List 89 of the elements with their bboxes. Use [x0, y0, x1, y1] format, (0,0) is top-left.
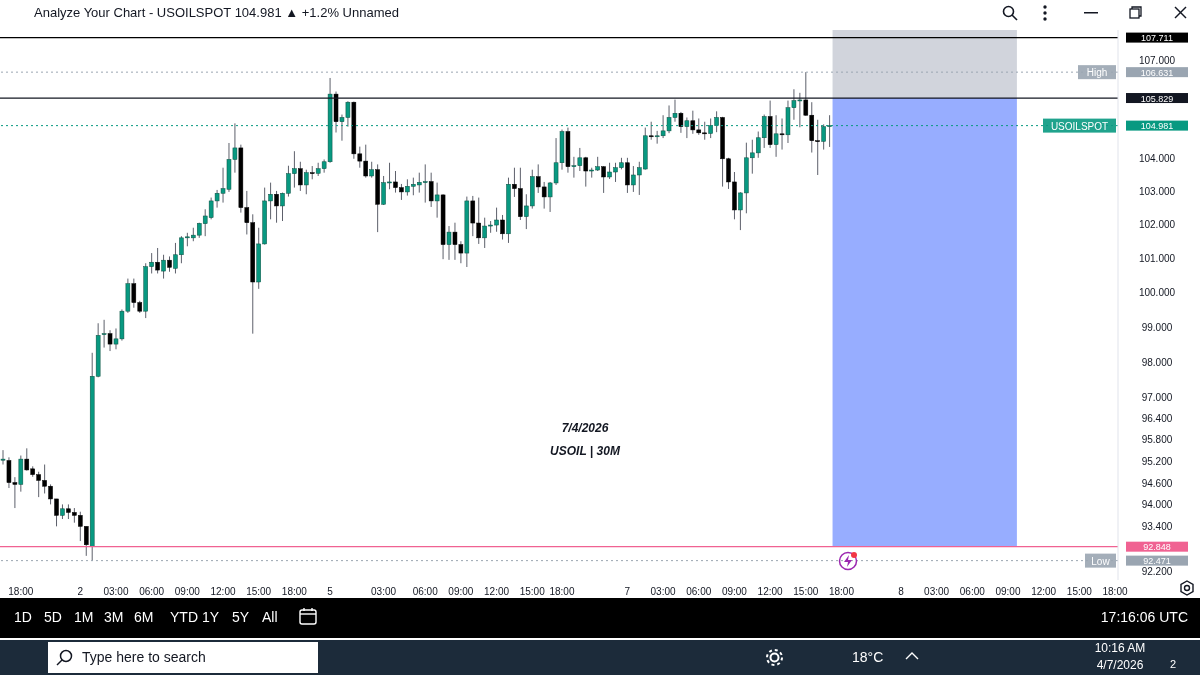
text: 10:16 AM: [1093, 641, 1147, 655]
y-tick-label: 93.400: [1141, 521, 1173, 533]
candlestick: [446, 225, 452, 261]
x-tick-label: 12:00: [210, 586, 236, 598]
y-tick-label: 104.981: [1140, 121, 1174, 132]
x-tick-label: 15:00: [793, 586, 819, 598]
y-tick-label: 92.848: [1143, 542, 1171, 553]
x-tick-label: 09:00: [995, 586, 1021, 598]
x-tick-label: 18:00: [828, 586, 855, 598]
chart-title: Analyze Your Chart - USOILSPOT 104.981 ▲ +1.2% Unnamed: [34, 5, 399, 20]
x-tick-label: 18:00: [1102, 586, 1128, 598]
ref-line-label: USOILSPOT: [1050, 120, 1109, 132]
x-tick-label: 03:00: [103, 586, 129, 598]
candlestick: [161, 254, 166, 280]
x-tick-label: 03:00: [650, 586, 677, 598]
x-tick-label: 18:00: [8, 586, 34, 598]
y-tick-label: 102.000: [1138, 219, 1176, 231]
x-tick-label: 06:00: [959, 586, 986, 598]
y-tick-label: 100.000: [1138, 287, 1176, 299]
annotation: 7/4/2026: [560, 421, 610, 435]
x-tick-label: 15:00: [519, 586, 546, 598]
text: 6M: [134, 609, 154, 625]
candlestick: [298, 161, 303, 192]
text: All: [262, 609, 278, 625]
y-tick-label: 92.471: [1143, 556, 1171, 567]
x-tick-label: 03:00: [924, 586, 950, 598]
text: 2: [1170, 658, 1177, 670]
x-tick-label: 12:00: [484, 586, 510, 598]
annotation: USOIL | 30M: [549, 444, 621, 458]
text: 18°C: [852, 649, 884, 665]
ref-line-label: Low: [1091, 555, 1111, 567]
y-tick-label: 96.400: [1141, 412, 1173, 424]
candlestick: [274, 190, 279, 224]
text: 1D: [14, 609, 32, 625]
y-tick-label: 94.000: [1141, 499, 1173, 511]
candlestick: [583, 156, 589, 188]
y-tick-label: 107.711: [1141, 33, 1173, 44]
text: 4/7/2026: [1095, 658, 1145, 672]
candlestick: [678, 111, 684, 134]
x-tick-label: 15:00: [1066, 586, 1093, 598]
x-tick-label: 2: [77, 586, 84, 598]
x-tick-label: 5: [327, 586, 334, 598]
candlestick: [434, 182, 440, 219]
y-tick-label: 99.000: [1141, 321, 1173, 333]
text: 1Y: [202, 609, 220, 625]
x-tick-label: 09:00: [174, 586, 201, 598]
x-tick-label: 06:00: [412, 586, 439, 598]
y-tick-label: 101.000: [1138, 253, 1176, 265]
candlestick: [107, 329, 113, 352]
ref-line-label: High: [1086, 67, 1108, 79]
candlestick: [601, 165, 606, 194]
x-tick-label: 12:00: [757, 586, 784, 598]
y-tick-label: 95.200: [1141, 455, 1173, 467]
candlestick: [155, 247, 160, 274]
y-tick-label: 103.000: [1138, 185, 1176, 197]
y-tick-label: 104.000: [1138, 152, 1176, 164]
y-tick-label: 107.000: [1138, 55, 1176, 67]
y-tick-label: 97.000: [1141, 391, 1173, 403]
y-tick-label: 98.000: [1141, 356, 1173, 368]
candlestick: [101, 319, 107, 349]
y-tick-label: 94.600: [1141, 477, 1173, 489]
x-tick-label: 06:00: [139, 586, 165, 598]
x-tick-label: 12:00: [1031, 586, 1057, 598]
x-tick-label: 03:00: [371, 586, 397, 598]
y-tick-label: 105.829: [1140, 93, 1174, 104]
y-tick-label: 95.800: [1141, 434, 1173, 446]
text: 3M: [104, 609, 124, 625]
x-tick-label: 8: [898, 586, 905, 598]
x-tick-label: 09:00: [721, 586, 748, 598]
x-tick-label: 7: [624, 586, 631, 598]
candlestick: [625, 157, 630, 194]
candlestick: [0, 449, 6, 466]
x-tick-label: 06:00: [686, 586, 712, 598]
text: Type here to search: [82, 649, 206, 665]
text: 1M: [74, 609, 94, 625]
candlestick: [500, 214, 505, 241]
text: YTD: [170, 609, 198, 625]
x-tick-label: 18:00: [281, 586, 308, 598]
y-tick-label: 106.631: [1140, 67, 1174, 78]
candlestick: [304, 169, 309, 195]
candlestick: [779, 117, 785, 151]
text: 17:16:06 UTC: [1100, 609, 1188, 625]
x-tick-label: 09:00: [448, 586, 474, 598]
y-tick-label: 92.200: [1141, 565, 1173, 577]
candlestick: [428, 172, 434, 208]
text: 5Y: [232, 609, 250, 625]
text: 5D: [44, 609, 62, 625]
x-tick-label: 18:00: [549, 586, 575, 598]
x-tick-label: 15:00: [246, 586, 272, 598]
